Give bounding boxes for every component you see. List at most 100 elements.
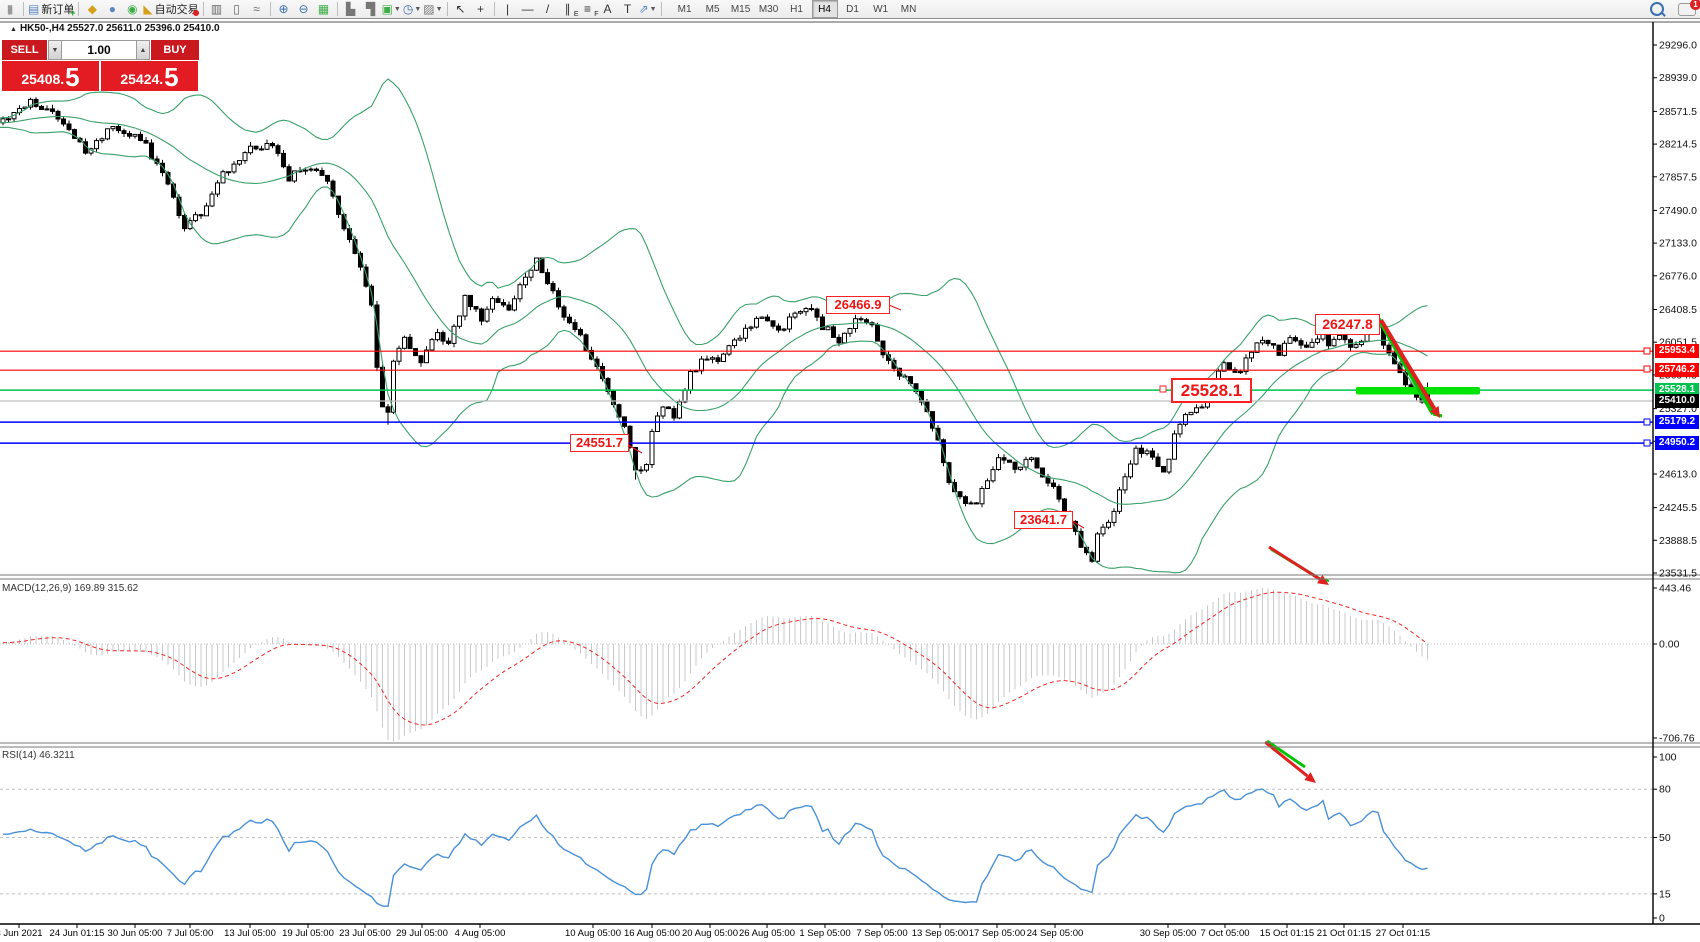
label-icon[interactable]: T xyxy=(623,2,632,16)
volume-input[interactable]: 1.00 xyxy=(62,40,136,60)
timeframe-toolbar: M1 M5 M15 M30 H1 H4 D1 W1 MN xyxy=(671,0,923,18)
rsi-indicator-label: RSI(14) 46.3211 xyxy=(2,750,75,761)
sell-price[interactable]: 25408. 5 xyxy=(2,61,99,91)
timeframe-d1[interactable]: D1 xyxy=(846,3,859,15)
svg-text:26408.5: 26408.5 xyxy=(1659,304,1697,316)
svg-text:27 Oct 01:15: 27 Oct 01:15 xyxy=(1376,928,1430,939)
svg-text:30 Jun 05:00: 30 Jun 05:00 xyxy=(108,928,163,939)
timeframe-m5[interactable]: M5 xyxy=(705,3,720,15)
svg-text:26 Aug 05:00: 26 Aug 05:00 xyxy=(739,928,795,939)
price-tag: 25179.2 xyxy=(1655,415,1699,429)
svg-text:23 Jul 05:00: 23 Jul 05:00 xyxy=(339,928,391,939)
clipped-icon[interactable]: ▮ xyxy=(6,2,14,16)
price-callout: 24551.7 xyxy=(570,434,629,452)
svg-text:27133.0: 27133.0 xyxy=(1659,238,1697,250)
svg-text:50: 50 xyxy=(1659,832,1671,844)
autotrading-icon[interactable]: ◣ 自动交易 xyxy=(143,2,199,16)
timeframe-m30[interactable]: M30 xyxy=(758,3,779,15)
tile-windows-icon[interactable]: ▦ xyxy=(317,2,330,16)
period-icon[interactable]: ◷ ▼ xyxy=(402,2,422,16)
text-icon[interactable]: A xyxy=(603,2,612,16)
svg-text:19 Jul 05:00: 19 Jul 05:00 xyxy=(282,928,334,939)
toolbar-separator xyxy=(336,2,338,16)
svg-text:7 Oct 05:00: 7 Oct 05:00 xyxy=(1200,928,1249,939)
new-chart-icon[interactable]: ▣ ▼ xyxy=(381,2,401,16)
chart-marker-icon: ▲ xyxy=(10,26,17,33)
svg-text:100: 100 xyxy=(1659,752,1677,764)
svg-text:23531.5: 23531.5 xyxy=(1659,568,1697,580)
line-chart-icon[interactable]: ≈ xyxy=(253,2,260,16)
price-callout: 26466.9 xyxy=(826,296,890,314)
buy-price-main: 25424. xyxy=(120,71,164,87)
toolbar-separator xyxy=(269,2,271,16)
svg-text:15 Oct 01:15: 15 Oct 01:15 xyxy=(1260,928,1314,939)
new-order-icon[interactable]: ▤ + 新订单 xyxy=(28,2,76,18)
fibonacci-icon[interactable]: ≡ F xyxy=(584,2,599,18)
template-icon[interactable]: ▨ ▼ xyxy=(423,2,443,16)
svg-text:4 Aug 05:00: 4 Aug 05:00 xyxy=(455,928,506,939)
svg-text:29 Jul 05:00: 29 Jul 05:00 xyxy=(396,928,448,939)
svg-text:24245.5: 24245.5 xyxy=(1659,502,1697,514)
buy-button[interactable]: BUY xyxy=(151,40,199,60)
search-icon[interactable] xyxy=(1650,2,1664,16)
price-tag: 25410.0 xyxy=(1655,394,1699,408)
chart-title-text: HK50-,H4 25527.0 25611.0 25396.0 25410.0 xyxy=(19,23,220,34)
volume-up-button[interactable]: ▲ xyxy=(136,40,150,60)
svg-text:27490.0: 27490.0 xyxy=(1659,205,1697,217)
sell-button[interactable]: SELL xyxy=(2,40,47,60)
svg-text:10 Aug 05:00: 10 Aug 05:00 xyxy=(565,928,621,939)
toolbar-separator xyxy=(78,2,80,16)
svg-text:27857.5: 27857.5 xyxy=(1659,171,1697,183)
sell-price-pip: 5 xyxy=(65,62,80,92)
timeframe-h4[interactable]: H4 xyxy=(811,0,838,18)
bar-chart-icon[interactable]: ▥ xyxy=(210,2,223,16)
notification-badge: 1 xyxy=(1690,0,1700,10)
svg-text:21 Oct 01:15: 21 Oct 01:15 xyxy=(1317,928,1371,939)
toolbar-separator xyxy=(493,2,495,16)
zoom-in-icon[interactable]: ⊕ xyxy=(278,2,289,16)
chart-shift-icon[interactable]: ▜ xyxy=(365,2,376,16)
timeframe-w1[interactable]: W1 xyxy=(873,3,889,15)
svg-text:23888.5: 23888.5 xyxy=(1659,535,1697,547)
cursor-icon[interactable]: ↖ xyxy=(455,2,466,16)
svg-text:13 Jul 05:00: 13 Jul 05:00 xyxy=(224,928,276,939)
one-click-trading-panel: SELL ▼ 1.00 ▲ BUY 25408. 5 25424. 5 xyxy=(2,40,199,91)
svg-text:24613.0: 24613.0 xyxy=(1659,469,1697,481)
svg-text:15: 15 xyxy=(1659,888,1671,900)
horizontal-line-icon[interactable]: — xyxy=(521,2,534,16)
price-callout: 26247.8 xyxy=(1315,314,1380,335)
svg-text:29296.0: 29296.0 xyxy=(1659,40,1697,52)
channel-icon[interactable]: ∥ E xyxy=(564,2,579,18)
svg-text:30 Sep 05:00: 30 Sep 05:00 xyxy=(1140,928,1197,939)
arrows-icon[interactable]: ⇗ ▼ xyxy=(638,2,657,16)
trendline-icon[interactable]: / xyxy=(545,2,550,16)
price-tag: 25953.4 xyxy=(1655,344,1699,358)
timeframe-m15[interactable]: M15 xyxy=(730,3,751,15)
svg-text:80: 80 xyxy=(1659,784,1671,796)
svg-text:24 Sep 05:00: 24 Sep 05:00 xyxy=(1027,928,1084,939)
chart-title: ▲ HK50-,H4 25527.0 25611.0 25396.0 25410.… xyxy=(10,23,220,34)
svg-text:0.00: 0.00 xyxy=(1659,639,1680,651)
buy-price[interactable]: 25424. 5 xyxy=(101,61,198,91)
volume-down-button[interactable]: ▼ xyxy=(48,40,62,60)
svg-text:26776.0: 26776.0 xyxy=(1659,270,1697,282)
market-watch-icon[interactable]: ◆ xyxy=(87,2,97,16)
crosshair-icon[interactable]: + xyxy=(477,2,485,16)
main-toolbar: ▮ ▤ + 新订单 ◆ ● ◉ ◣ 自动交易 ▥ ▯ ≈ ⊕ ⊖ ▦ ▙ ▜ ▣ ▼ ◷ ▼ ▨ ▼ ↖ + | — / ∥ E ≡ F A T ⇗… xyxy=(0,0,1700,19)
toolbar-separator xyxy=(23,2,24,16)
candlestick-icon[interactable]: ▯ xyxy=(233,2,240,16)
chat-icon[interactable]: 1 xyxy=(1678,0,1700,16)
svg-text:13 Sep 05:00: 13 Sep 05:00 xyxy=(912,928,969,939)
data-window-icon[interactable]: ● xyxy=(108,2,116,16)
timeframe-h1[interactable]: H1 xyxy=(790,3,803,15)
navigator-icon[interactable]: ◉ xyxy=(127,2,138,16)
zoom-out-icon[interactable]: ⊖ xyxy=(298,2,309,16)
svg-text:7 Sep 05:00: 7 Sep 05:00 xyxy=(856,928,907,939)
timeframe-mn[interactable]: MN xyxy=(900,3,917,15)
vertical-line-icon[interactable]: | xyxy=(506,2,510,16)
svg-text:28214.5: 28214.5 xyxy=(1659,139,1697,151)
timeframe-m1[interactable]: M1 xyxy=(677,3,692,15)
auto-scroll-icon[interactable]: ▙ xyxy=(345,2,356,16)
toolbar-separator xyxy=(446,2,448,16)
